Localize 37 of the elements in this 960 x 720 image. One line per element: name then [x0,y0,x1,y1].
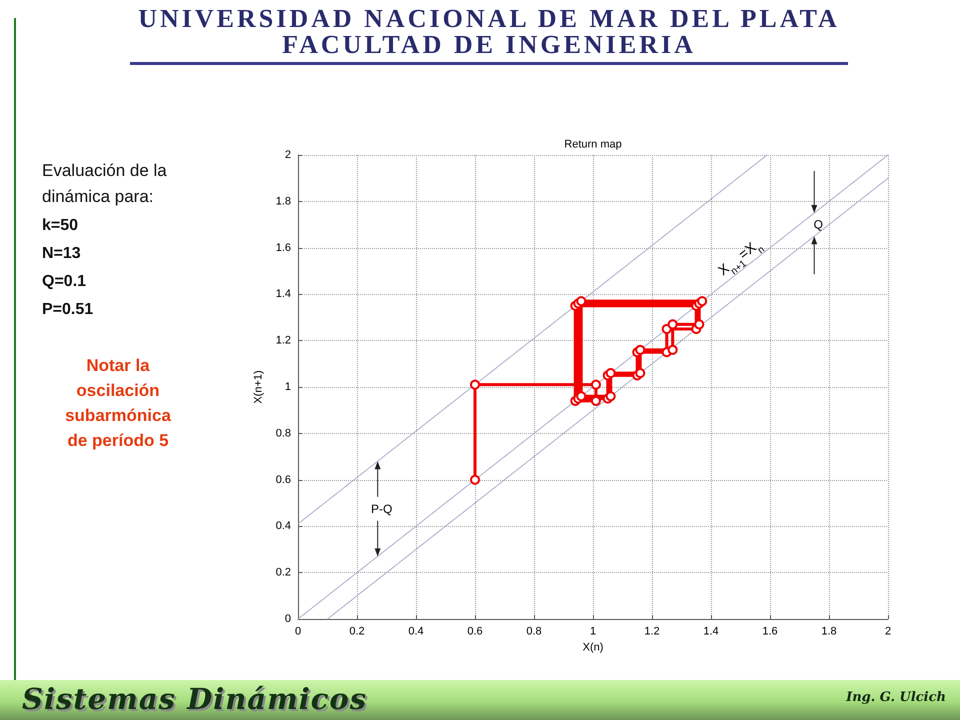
y-tick-label: 1.4 [276,288,291,300]
y-tick-label: 0.2 [276,566,291,579]
text: FACULTAD DE INGENIERIA [281,30,697,59]
chart-title: Return map [564,138,622,150]
x-tick-label: 0.4 [408,626,424,638]
x-tick-label: 1.4 [703,626,719,638]
annotation: P-Q [370,502,392,516]
x-axis-title: X(n) [582,641,604,654]
text: Evaluación de la dinámica para: [42,160,168,208]
y-tick-label: 0.6 [276,474,291,486]
text: Notar la oscilación subarmónica de período 5 [64,355,172,452]
text: k=50 [42,216,80,236]
x-tick-label: 0 [294,626,302,638]
y-tick-label: 0.4 [276,520,291,532]
y-tick-label: 2 [284,149,291,161]
x-tick-label: 0.6 [467,626,483,638]
x-tick-label: 1.6 [762,626,778,638]
x-tick-label: 1.2 [644,626,660,638]
y-tick-label: 0 [284,613,291,625]
text: Sistemas Dinámicos [22,681,368,717]
text: Ing. G. Ulcich [846,689,946,707]
y-tick-label: 1 [284,381,291,393]
annotation: Q [814,218,823,232]
x-tick-label: 2 [884,626,892,638]
text: UNIVERSIDAD NACIONAL DE MAR DEL PLATA [137,4,841,33]
y-tick-label: 1.6 [276,242,291,254]
x-tick-label: 1 [590,626,596,638]
x-tick-label: 0.2 [349,626,365,638]
y-tick-label: 0.8 [276,427,291,440]
y-tick-label: 1.2 [276,334,291,347]
y-tick-label: 1.8 [276,195,291,208]
x-tick-label: 0.8 [526,626,542,638]
y-axis-title: X(n+1) [252,370,264,404]
text: N=13 [42,244,82,264]
x-tick-label: 1.8 [821,626,837,638]
text: Q=0.1 [42,272,88,292]
text: P=0.51 [42,300,94,320]
